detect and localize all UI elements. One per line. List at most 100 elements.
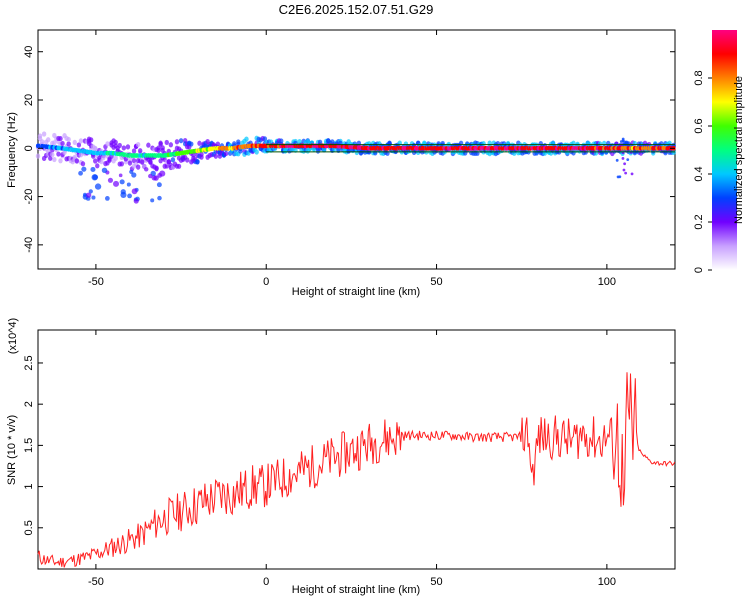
heatmap-panel: -50 0 50 100 -40 -20 0 20 40 Height of straight… [6, 29, 676, 298]
y-tick-label: -20 [23, 189, 35, 205]
heatmap-cell [35, 153, 41, 159]
heatmap-cell [626, 158, 630, 162]
heatmap-cell [56, 151, 61, 157]
heatmap-cell [156, 182, 162, 188]
heatmap-cell [101, 167, 108, 174]
heatmap-cell [622, 168, 626, 172]
heatmap-cell [143, 167, 149, 172]
heatmap-cell [135, 141, 141, 148]
snr-x-axis-label: Height of straight line (km) [292, 584, 420, 596]
y-tick-label: -40 [23, 237, 35, 253]
heatmap-cell [178, 138, 184, 144]
heatmap-cell [140, 159, 145, 165]
x-tick-label: 50 [430, 276, 442, 288]
x-tick-label: 50 [430, 576, 442, 588]
heatmap-cell [131, 158, 137, 164]
snr-panel: -50 0 50 100 0.5 1 1.5 2 2.5 Height of straight… [6, 318, 676, 596]
heatmap-cell [58, 135, 63, 142]
heatmap-cell [156, 147, 161, 153]
heatmap-cell [133, 198, 139, 204]
heatmap-cell [153, 175, 159, 181]
snr-y-ticks: 0.5 1 1.5 2 2.5 [23, 355, 675, 535]
y-tick-label: 2.5 [23, 355, 35, 370]
heatmap-cell [630, 172, 634, 176]
heatmap-cell [66, 136, 71, 143]
heatmap-cell [88, 189, 93, 194]
heatmap-cell [107, 157, 112, 163]
heatmap-cell [185, 157, 190, 163]
heatmap-cell [176, 163, 182, 169]
x-tick-label: -50 [88, 276, 104, 288]
heatmap-y-axis-label: Frequency (Hz) [6, 112, 18, 188]
heatmap-cell [671, 149, 676, 156]
heatmap-cell [93, 158, 98, 164]
heatmap-cell [199, 154, 204, 160]
x-tick-label: 0 [263, 576, 269, 588]
colorbar-tick-label: 0.8 [693, 70, 705, 85]
heatmap-cell [127, 160, 133, 166]
heatmap-cell [74, 158, 80, 164]
snr-multiplier-label: (x10^4) [7, 318, 19, 354]
heatmap-cell [91, 195, 96, 200]
heatmap-cell [189, 141, 194, 147]
heatmap-cell [135, 164, 141, 170]
heatmap-cell [72, 139, 77, 146]
heatmap-cell [86, 192, 92, 198]
snr-x-ticks: -50 0 50 100 [88, 330, 616, 588]
heatmap-cell [121, 145, 127, 151]
colorbar-tick-label: 0.4 [693, 166, 705, 181]
heatmap-x-ticks: -50 0 50 100 [88, 30, 616, 288]
heatmap-cell [113, 155, 118, 161]
heatmap-cell [118, 173, 123, 178]
heatmap-cell [373, 150, 378, 156]
heatmap-cell [78, 138, 84, 144]
heatmap-cell [168, 142, 174, 148]
heatmap-cell [94, 183, 102, 190]
heatmap-cell [387, 141, 392, 147]
heatmap-cell [223, 150, 229, 157]
heatmap-cell [46, 137, 51, 143]
heatmap-cell [131, 172, 137, 178]
y-tick-label: 2 [23, 401, 35, 407]
heatmap-cell [170, 157, 176, 163]
y-tick-label: 0 [23, 145, 35, 151]
heatmap-cell [174, 139, 180, 145]
heatmap-cell [150, 198, 155, 203]
y-tick-label: 40 [23, 46, 35, 58]
heatmap-cell [101, 155, 106, 161]
heatmap-cell [131, 148, 137, 154]
heatmap-cell [78, 170, 83, 176]
y-tick-label: 20 [23, 94, 35, 106]
heatmap-cell [213, 153, 219, 159]
heatmap-cell [146, 142, 151, 148]
x-tick-label: 100 [598, 576, 616, 588]
heatmap-cell [41, 131, 47, 137]
heatmap-cell [60, 140, 65, 147]
heatmap-cell [624, 171, 628, 175]
heatmap-cell [88, 137, 94, 143]
heatmap-y-ticks: -40 -20 0 20 40 [23, 46, 675, 253]
heatmap-cell [154, 165, 159, 171]
colorbar-tick-label: 0.6 [693, 118, 705, 133]
heatmap-cell [99, 159, 104, 165]
heatmap-cell [615, 158, 619, 162]
heatmap-cell [127, 193, 132, 199]
heatmap-cell [158, 141, 163, 147]
heatmap-cell [50, 152, 55, 158]
heatmap-cell [157, 195, 162, 201]
heatmap-cell [195, 159, 200, 165]
heatmap-cell [126, 182, 131, 187]
heatmap-marks [35, 131, 676, 204]
x-tick-label: -50 [88, 576, 104, 588]
heatmap-cell [119, 161, 124, 167]
colorbar-gradient [712, 30, 737, 270]
heatmap-cell [254, 149, 259, 155]
heatmap-cell [52, 140, 57, 146]
heatmap-cell [616, 175, 620, 179]
heatmap-cell [119, 179, 125, 185]
colorbar-tick-label: 0.2 [693, 214, 705, 229]
heatmap-cell [80, 161, 86, 167]
heatmap-cell [215, 141, 221, 147]
colorbar-tick-label: 0 [693, 267, 705, 273]
